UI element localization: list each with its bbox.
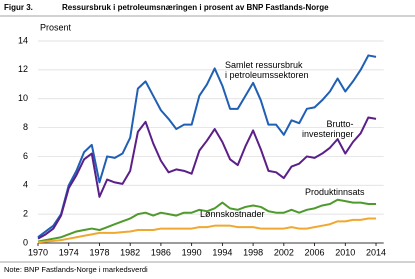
y-tick-label: 4	[23, 180, 28, 190]
y-tick-label: 2	[23, 209, 28, 219]
series-label: Samlet ressursbruk i petroleumssektoren	[225, 60, 309, 80]
series-line	[37, 217, 377, 244]
x-tick-label: 2002	[274, 247, 294, 257]
y-tick-label: 14	[18, 35, 28, 45]
series-label: Produktinnsats	[305, 187, 365, 197]
x-tick-label: 1998	[243, 247, 263, 257]
x-tick-label: 1982	[120, 247, 140, 257]
y-tick-label: 6	[23, 151, 28, 161]
x-tick-label: 1970	[28, 247, 48, 257]
y-tick-label: 12	[18, 64, 28, 74]
series-line	[37, 54, 377, 239]
y-tick-label: 10	[18, 93, 28, 103]
series-line	[37, 198, 377, 243]
x-tick-label: 1978	[89, 247, 109, 257]
y-tick-label: 8	[23, 122, 28, 132]
series-label: Lønnskostnader	[200, 209, 265, 219]
x-tick-label: 1990	[182, 247, 202, 257]
x-tick-label: 2006	[305, 247, 325, 257]
figure-label: Figur 3.	[4, 3, 33, 12]
x-tick-label: 1994	[212, 247, 232, 257]
x-tick-label: 1986	[151, 247, 171, 257]
y-tick-label: 0	[23, 237, 28, 247]
x-tick-label: 2014	[366, 247, 386, 257]
chart-title: Ressursbruk i petroleumsnæringen i prose…	[62, 3, 329, 12]
series-line	[37, 116, 377, 240]
x-tick-label: 2010	[335, 247, 355, 257]
y-axis-label: Prosent	[40, 22, 72, 32]
note: Note: BNP Fastlands-Norge i markedsverdi	[4, 265, 148, 274]
x-tick-label: 1974	[59, 247, 79, 257]
series-label: Brutto- investeringer	[302, 119, 354, 139]
